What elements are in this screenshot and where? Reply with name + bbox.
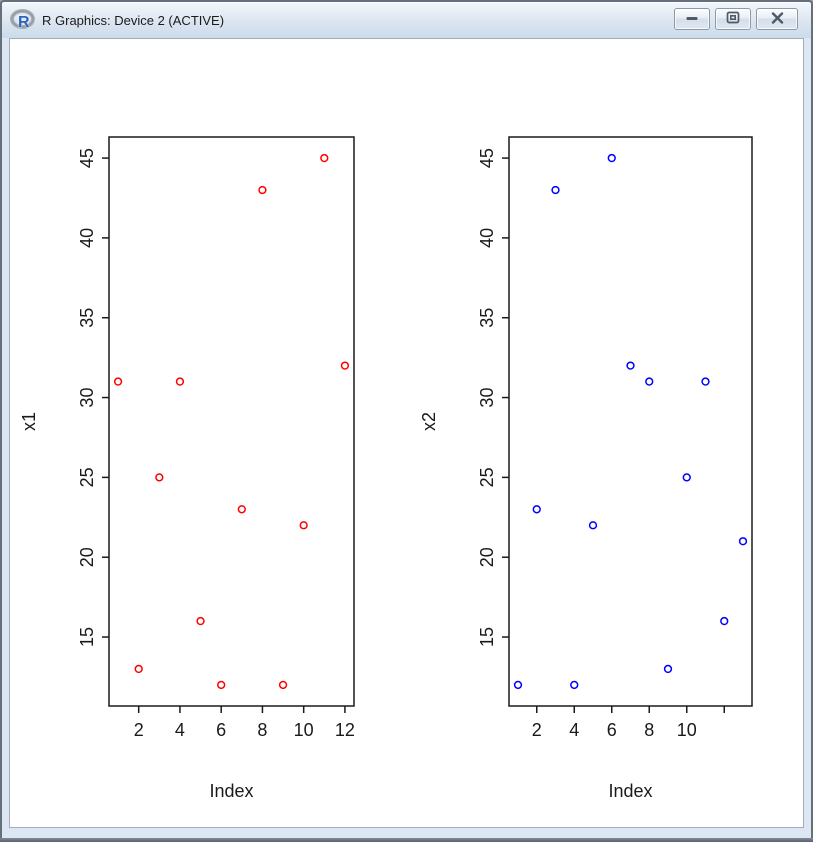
data-point — [701, 377, 710, 386]
y-tick-label: 15 — [77, 627, 97, 647]
x-tick-label: 4 — [569, 720, 579, 740]
window-bottom-border — [0, 838, 813, 842]
data-point — [217, 680, 226, 690]
scatter-plots: 2 4 6 8 10 12 15 20 25 30 35 40 45 Index x1 2 4 6 8 10 15 20 2… — [19, 136, 753, 801]
window-title: R Graphics: Device 2 (ACTIVE) — [42, 13, 225, 28]
plot-box — [508, 136, 753, 707]
data-point — [588, 521, 598, 530]
data-point — [175, 377, 185, 386]
y-tick-label: 40 — [477, 228, 497, 248]
window-controls — [674, 8, 798, 30]
data-point — [196, 616, 205, 626]
data-point — [645, 377, 654, 386]
y-tick-label: 30 — [77, 388, 97, 408]
y-tick-label: 35 — [77, 308, 97, 328]
data-point — [570, 680, 579, 690]
r-logo-icon: R — [10, 8, 36, 32]
x-tick-label: 6 — [216, 720, 226, 740]
x-tick-label: 8 — [644, 720, 654, 740]
data-point — [720, 616, 729, 626]
data-point — [299, 521, 308, 530]
minimize-button[interactable] — [674, 8, 710, 30]
y-tick-label: 45 — [77, 148, 97, 168]
y-axis-label: x2 — [419, 412, 439, 431]
data-point — [532, 505, 541, 514]
x-tick-label: 12 — [335, 720, 355, 740]
maximize-icon — [726, 11, 740, 27]
data-point — [113, 377, 123, 386]
y-tick-label: 45 — [477, 148, 497, 168]
x-axis-label: Index — [608, 781, 652, 801]
close-button[interactable] — [756, 8, 798, 30]
x-tick-label: 2 — [134, 720, 144, 740]
maximize-button[interactable] — [715, 8, 751, 30]
x-tick-label: 6 — [607, 720, 617, 740]
svg-text:R: R — [18, 14, 30, 31]
data-point — [682, 473, 691, 482]
y-tick-label: 15 — [477, 627, 497, 647]
title-group: R R Graphics: Device 2 (ACTIVE) — [10, 8, 224, 32]
data-point — [340, 361, 350, 370]
x-tick-label: 8 — [257, 720, 267, 740]
minimize-icon — [685, 12, 699, 27]
graphics-device-canvas: 2 4 6 8 10 12 15 20 25 30 35 40 45 Index x1 2 4 6 8 10 15 20 2… — [9, 38, 804, 828]
data-point — [607, 153, 616, 163]
y-tick-label: 30 — [477, 388, 497, 408]
data-point — [278, 680, 288, 690]
x-tick-label: 2 — [532, 720, 542, 740]
data-point — [237, 505, 246, 514]
data-point — [320, 153, 329, 163]
y-tick-label: 25 — [77, 467, 97, 487]
x-axis-label: Index — [209, 781, 253, 801]
x-tick-label: 10 — [294, 720, 314, 740]
y-tick-label: 20 — [77, 547, 97, 567]
x-tick-label: 10 — [677, 720, 697, 740]
y-tick-label: 20 — [477, 547, 497, 567]
data-point — [626, 361, 635, 370]
x-tick-label: 4 — [175, 720, 185, 740]
data-point — [134, 664, 143, 674]
data-point — [155, 473, 164, 482]
close-icon — [771, 11, 784, 27]
data-point — [551, 185, 560, 195]
data-point — [258, 185, 267, 195]
data-point — [738, 537, 748, 546]
y-tick-label: 40 — [77, 228, 97, 248]
y-tick-label: 25 — [477, 467, 497, 487]
plot-box — [108, 136, 355, 707]
y-axis-label: x1 — [19, 412, 39, 431]
data-point — [513, 680, 523, 690]
title-bar[interactable]: R R Graphics: Device 2 (ACTIVE) — [2, 2, 811, 38]
data-point — [663, 664, 673, 674]
y-tick-label: 35 — [477, 308, 497, 328]
